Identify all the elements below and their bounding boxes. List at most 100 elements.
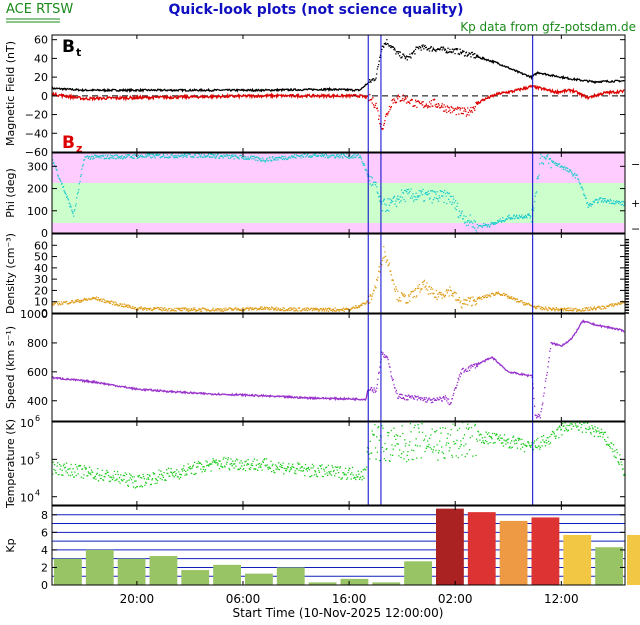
speed-series: [51, 319, 625, 419]
ytick-exponent: 6: [35, 414, 40, 423]
ytick-label: 20: [34, 284, 48, 297]
kp-source-label: Kp data from gfz-potsdam.de: [460, 20, 636, 34]
bz-label: B: [62, 133, 75, 153]
ytick-label: 10: [20, 417, 34, 430]
kp-bar-7: [276, 567, 305, 585]
phi-band-1: [52, 183, 625, 223]
ytick-label: 2: [41, 561, 48, 574]
ytick-label: 0: [41, 307, 48, 320]
ylabel-kp: Kp: [4, 538, 17, 552]
panel-frame: [51, 313, 626, 422]
kp-bar-0: [54, 558, 82, 585]
ytick-label: 20: [34, 71, 48, 84]
ytick-label: 600: [27, 366, 48, 379]
ytick-label: 50: [34, 251, 48, 264]
ytick-label: 200: [27, 183, 48, 196]
ytick-exponent: 4: [35, 489, 40, 498]
panel-frame: [51, 233, 626, 314]
kp-bar-1: [85, 549, 114, 585]
phi-trace: [52, 152, 626, 233]
kp-bar-18: [627, 534, 640, 585]
xtick-label: 02:00: [438, 592, 473, 606]
ylabel-phi: Phi (deg): [4, 168, 17, 217]
ytick-label: 0: [41, 90, 48, 103]
phi-band-0: [52, 223, 625, 233]
xtick-label: 20:00: [120, 592, 155, 606]
panel-frame: [51, 152, 626, 234]
temperature-trace: [52, 421, 626, 489]
xtick-label: 16:00: [332, 592, 367, 606]
kp-bar-2: [117, 558, 146, 585]
ytick-label: 400: [27, 395, 48, 408]
bz-series: [51, 84, 625, 130]
density-trace: [52, 245, 626, 312]
panel-kp: 0 2 4 6 8 20:00 06:00 16:00 02:00 12:00 Kp: [4, 505, 640, 606]
ytick-label: 40: [34, 52, 48, 65]
ytick-label: 4: [41, 544, 48, 557]
kp-bar-15: [531, 517, 560, 585]
ace-rtsw-label: ACE RTSW: [6, 2, 73, 17]
bt-label: B: [62, 37, 75, 57]
kp-bar-12: [436, 508, 464, 585]
ytick-label: 10: [20, 454, 34, 467]
ytick-label: 0: [41, 579, 48, 592]
ytick-label: −40: [25, 127, 48, 140]
xtick-label: 06:00: [226, 592, 261, 606]
ytick-label: −20: [25, 109, 48, 122]
ylabel-temperature: Temperature (K): [4, 419, 17, 509]
phi-sector-label-0: −: [631, 158, 640, 171]
phi-sector-label-1: +: [631, 197, 640, 210]
temperature-series: [52, 421, 626, 489]
ylabel-density: Density (cm⁻³): [4, 233, 17, 314]
panel-speed: 1000 800 600 400 Speed (km s⁻¹): [4, 308, 626, 422]
ytick-label: 10: [34, 296, 48, 309]
kp-bar-5: [213, 564, 241, 585]
kp-bar-16: [563, 534, 592, 585]
kp-bar-4: [181, 570, 210, 585]
ylabel-speed: Speed (km s⁻¹): [4, 326, 17, 409]
bt-trace: [51, 38, 625, 93]
speed-trace: [51, 319, 625, 419]
kp-bar-13: [467, 512, 496, 585]
kp-bar-10: [372, 582, 401, 585]
ytick-label: 60: [34, 239, 48, 252]
ytick-label: 0: [41, 227, 48, 240]
phi-series: [52, 152, 626, 233]
ytick-label: 1000: [20, 308, 48, 321]
kp-bar-9: [340, 578, 369, 585]
ytick-label: 30: [34, 273, 48, 286]
ytick-label: 300: [27, 160, 48, 173]
bz-trace: [51, 84, 625, 130]
bt-sub-label: t: [76, 46, 81, 59]
bz-sub-label: z: [76, 142, 82, 155]
bt-series: [51, 38, 625, 93]
kp-bar-8: [308, 582, 337, 585]
panel-phi: − + − 300 200 100 0 Phi (deg): [4, 152, 640, 240]
density-series: [52, 245, 626, 312]
panel-frame: [51, 421, 626, 506]
ytick-exponent: 5: [35, 451, 40, 460]
ylabel-mag: Magnetic Field (nT): [4, 41, 17, 146]
start-time-label: Start Time (10-Nov-2025 12:00:00): [233, 606, 444, 620]
ytick-label: 60: [34, 34, 48, 47]
ytick-label: 6: [41, 526, 48, 539]
ytick-label: −60: [25, 146, 48, 159]
kp-bar-14: [499, 520, 528, 585]
kp-bar-17: [595, 547, 623, 585]
xtick-label: 12:00: [544, 592, 579, 606]
kp-bar-6: [245, 573, 273, 585]
chart-title: Quick-look plots (not science quality): [168, 2, 463, 18]
phi-sector-label-2: −: [631, 223, 640, 236]
panel-frame: [51, 505, 626, 586]
kp-bar-3: [149, 556, 178, 585]
ytick-label: 8: [41, 509, 48, 522]
kp-bar-11: [404, 561, 432, 585]
ytick-label: 40: [34, 262, 48, 275]
ytick-label: 800: [27, 337, 48, 350]
ytick-label: 10: [20, 492, 34, 505]
